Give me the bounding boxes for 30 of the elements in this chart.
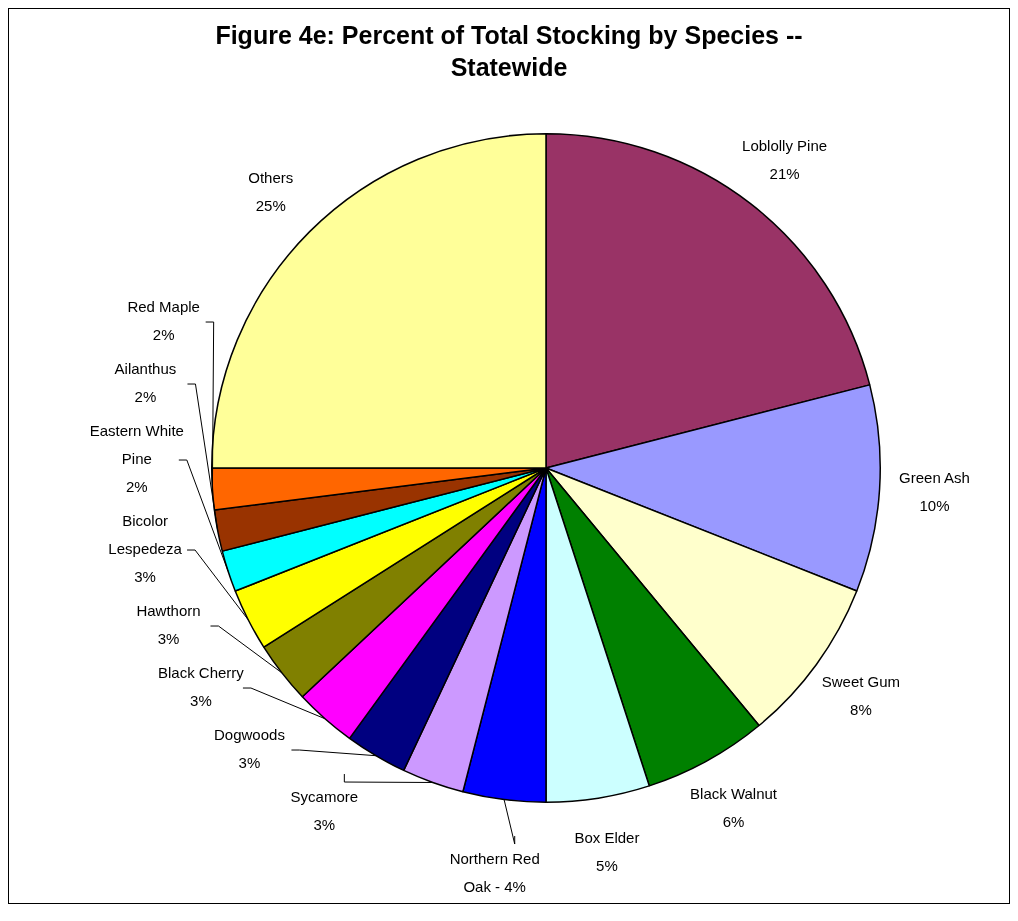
data-label: 3% [190, 692, 212, 710]
slice-label: Hawthorn [136, 602, 201, 620]
slice-label: Black Walnut [690, 785, 778, 803]
chart-title: Figure 4e: Percent of Total Stocking by Species -- Statewide [214, 20, 804, 83]
data-label: 3% [157, 630, 180, 648]
slice-label: Bicolor Lespedeza [108, 512, 183, 558]
slice-label: Green Ash [899, 468, 970, 486]
data-label: 25% [255, 196, 286, 214]
slice-label: Dogwoods [213, 726, 285, 744]
data-label: 2% [152, 326, 175, 344]
slice-label: Northern Red Oak - 4% [449, 850, 540, 896]
data-label: 6% [722, 813, 745, 831]
data-label: 21% [769, 164, 800, 182]
data-label: 3% [134, 568, 156, 586]
data-label: 2% [125, 478, 148, 496]
slice-label: Sweet Gum [821, 672, 901, 690]
slice-label: Black Cherry [158, 664, 245, 682]
data-label: 3% [313, 816, 336, 834]
data-label: 8% [850, 700, 872, 718]
data-label: 5% [596, 856, 618, 874]
slice-label: Red Maple [127, 298, 200, 316]
slice-label: Ailanthus [114, 360, 177, 378]
slice-label: Loblolly Pine [742, 136, 828, 154]
data-label: 3% [238, 754, 261, 772]
data-label: 10% [919, 496, 950, 514]
slice-label: Box Elder [574, 828, 640, 846]
data-label: 2% [134, 388, 157, 406]
slice-label: Others [248, 168, 294, 186]
slice-label: Sycamore [290, 788, 359, 806]
slice-label: Eastern White Pine [89, 422, 184, 468]
